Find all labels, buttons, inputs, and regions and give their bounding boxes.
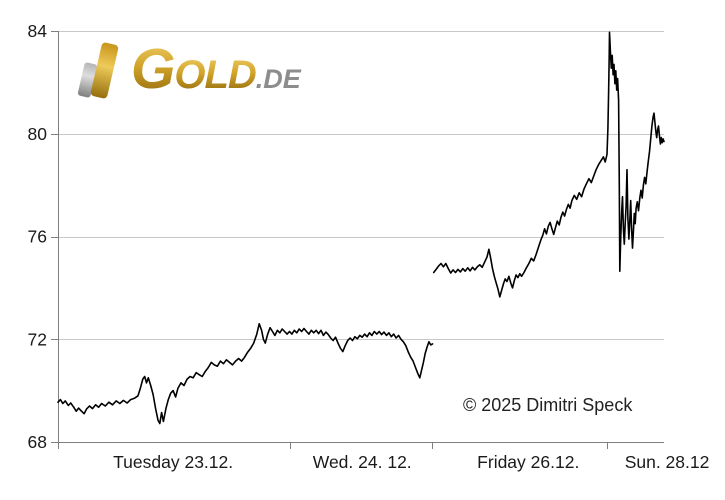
y-tick-label: 84 — [28, 21, 48, 41]
y-tick-label: 68 — [28, 432, 47, 452]
gold-bars-icon — [77, 38, 124, 100]
y-tick-label: 72 — [28, 329, 47, 349]
y-tick-label: 76 — [28, 227, 47, 247]
logo-text-gold: GOLD — [131, 37, 257, 101]
price-line-segment — [432, 31, 665, 298]
y-tick-label: 80 — [28, 124, 48, 144]
x-tick-label: Sun. 28.12 — [625, 452, 710, 472]
x-tick-label: Tuesday 23.12. — [113, 452, 233, 472]
logo-text: GOLD.DE — [131, 41, 301, 100]
logo-letter-g: G — [131, 37, 175, 101]
copyright-text: © 2025 Dimitri Speck — [463, 395, 633, 415]
gold-de-logo: GOLD.DE — [77, 36, 301, 100]
x-tick-label: Friday 26.12. — [477, 452, 579, 472]
x-tick-label: Wed. 24. 12. — [313, 452, 412, 472]
price-line-segment — [57, 322, 434, 425]
logo-text-de: .DE — [255, 64, 301, 94]
